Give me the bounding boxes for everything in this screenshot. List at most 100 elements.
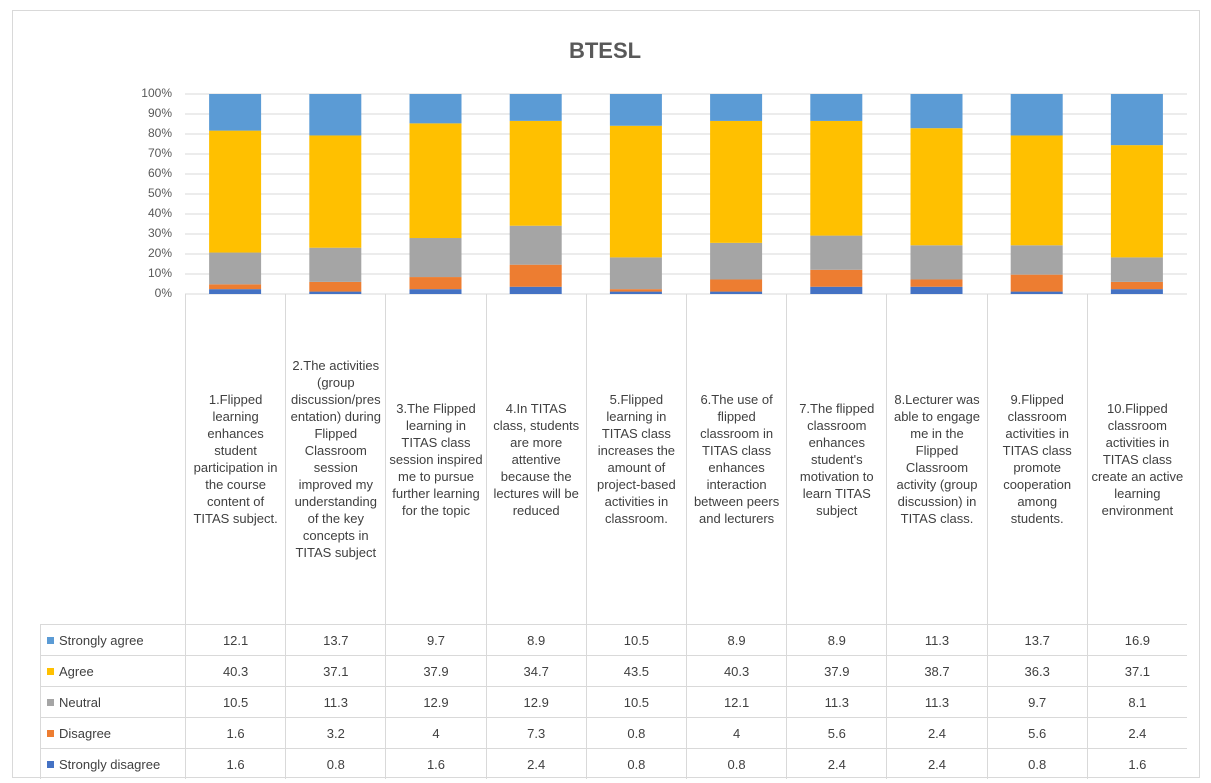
table-cell: 12.9 bbox=[385, 686, 486, 717]
legend-label: Strongly disagree bbox=[59, 756, 161, 772]
table-cell: 40.3 bbox=[185, 655, 286, 686]
bar-segment bbox=[609, 94, 662, 126]
table-cell: 4 bbox=[385, 717, 486, 748]
bar-segment bbox=[609, 291, 662, 294]
bar-segment bbox=[609, 289, 662, 292]
table-cell: 10.5 bbox=[185, 686, 286, 717]
table-cell: 11.3 bbox=[886, 686, 987, 717]
bar-segment bbox=[810, 286, 863, 294]
table-cell: 1.6 bbox=[185, 748, 286, 779]
table-cell: 37.9 bbox=[786, 655, 887, 686]
bar-segment bbox=[810, 120, 863, 236]
table-cell: 2.4 bbox=[786, 748, 887, 779]
bar-segment bbox=[710, 291, 763, 294]
category-label: 6.The use of flipped classroom in TITAS … bbox=[686, 294, 786, 624]
y-tick-label: 80% bbox=[148, 126, 172, 140]
bar-segment bbox=[309, 247, 362, 282]
bar-segment bbox=[1010, 135, 1063, 246]
bar-segment bbox=[409, 289, 462, 294]
bar-segment bbox=[309, 291, 362, 294]
table-cell: 38.7 bbox=[886, 655, 987, 686]
table-cell: 10.5 bbox=[585, 686, 686, 717]
y-tick-label: 20% bbox=[148, 246, 172, 260]
category-label: 3.The Flipped learning in TITAS class se… bbox=[385, 294, 485, 624]
bar-segment bbox=[409, 277, 462, 290]
bar-segment bbox=[710, 120, 763, 243]
legend-swatch bbox=[47, 667, 54, 675]
category-label: 2.The activities (group discussion/prese… bbox=[285, 294, 385, 624]
legend-label: Neutral bbox=[59, 694, 101, 710]
bar-segment bbox=[209, 252, 262, 285]
table-cell: 5.6 bbox=[786, 717, 887, 748]
bar-segment bbox=[509, 286, 562, 294]
y-tick-label: 50% bbox=[148, 186, 172, 200]
table-cell: 10.5 bbox=[585, 624, 686, 655]
bar-segment bbox=[1010, 291, 1063, 294]
legend-swatch bbox=[47, 698, 54, 706]
table-cell: 9.7 bbox=[986, 686, 1087, 717]
table-cell: 0.8 bbox=[585, 717, 686, 748]
table-cell: 8.9 bbox=[686, 624, 787, 655]
bar-segment bbox=[309, 135, 362, 248]
table-cell: 8.9 bbox=[786, 624, 887, 655]
bar-segment bbox=[710, 279, 763, 292]
category-label: 7.The flipped classroom enhances student… bbox=[786, 294, 886, 624]
y-tick-label: 30% bbox=[148, 226, 172, 240]
legend-entry: Disagree bbox=[40, 717, 185, 748]
table-cell: 37.1 bbox=[285, 655, 386, 686]
table-cell: 11.3 bbox=[786, 686, 887, 717]
bar-segment bbox=[810, 269, 863, 287]
bar-segment bbox=[209, 94, 262, 131]
legend-swatch bbox=[47, 729, 54, 737]
category-label: 5.Flipped learning in TITAS class increa… bbox=[585, 294, 686, 624]
table-cell: 4 bbox=[686, 717, 787, 748]
table-cell: 12.9 bbox=[485, 686, 586, 717]
category-label: 10.Flipped classroom activities in TITAS… bbox=[1086, 294, 1187, 624]
table-cell: 13.7 bbox=[285, 624, 386, 655]
bar-segment bbox=[409, 94, 462, 124]
category-label: 9.Flipped classroom activities in TITAS … bbox=[986, 294, 1087, 624]
table-cell: 8.9 bbox=[485, 624, 586, 655]
bar-segment bbox=[609, 257, 662, 290]
bar-segment bbox=[1110, 145, 1163, 258]
table-cell: 16.9 bbox=[1086, 624, 1187, 655]
bar-segment bbox=[409, 123, 462, 239]
chart-frame bbox=[12, 10, 1200, 778]
bar-segment bbox=[409, 238, 462, 278]
bar-segment bbox=[1010, 94, 1063, 136]
bar-segment bbox=[309, 94, 362, 136]
bar-segment bbox=[910, 128, 963, 246]
table-cell: 12.1 bbox=[185, 624, 286, 655]
table-cell: 40.3 bbox=[686, 655, 787, 686]
table-cell: 2.4 bbox=[886, 748, 987, 779]
y-tick-label: 0% bbox=[155, 286, 173, 300]
table-cell: 1.6 bbox=[185, 717, 286, 748]
bar-segment bbox=[509, 225, 562, 265]
bar-segment bbox=[910, 94, 963, 129]
bar-segment bbox=[1110, 289, 1163, 294]
chart-title: BTESL bbox=[569, 38, 641, 63]
table-cell: 34.7 bbox=[485, 655, 586, 686]
table-cell: 0.8 bbox=[285, 748, 386, 779]
table-cell: 8.1 bbox=[1086, 686, 1187, 717]
table-cell: 11.3 bbox=[886, 624, 987, 655]
table-cell: 43.5 bbox=[585, 655, 686, 686]
table-cell: 2.4 bbox=[1086, 717, 1187, 748]
bar-segment bbox=[910, 279, 963, 287]
table-cell: 13.7 bbox=[986, 624, 1087, 655]
bar-segment bbox=[209, 289, 262, 294]
bar-segment bbox=[509, 264, 562, 287]
table-cell: 11.3 bbox=[285, 686, 386, 717]
table-cell: 0.8 bbox=[986, 748, 1087, 779]
bar-segment bbox=[710, 242, 763, 280]
legend-entry: Strongly disagree bbox=[40, 748, 185, 779]
category-label: 4.In TITAS class, students are more atte… bbox=[485, 294, 586, 624]
bar-segment bbox=[810, 235, 863, 270]
table-cell: 37.9 bbox=[385, 655, 486, 686]
y-tick-label: 10% bbox=[148, 266, 172, 280]
table-cell: 9.7 bbox=[385, 624, 486, 655]
y-tick-label: 100% bbox=[141, 86, 172, 100]
bar-segment bbox=[509, 120, 562, 226]
